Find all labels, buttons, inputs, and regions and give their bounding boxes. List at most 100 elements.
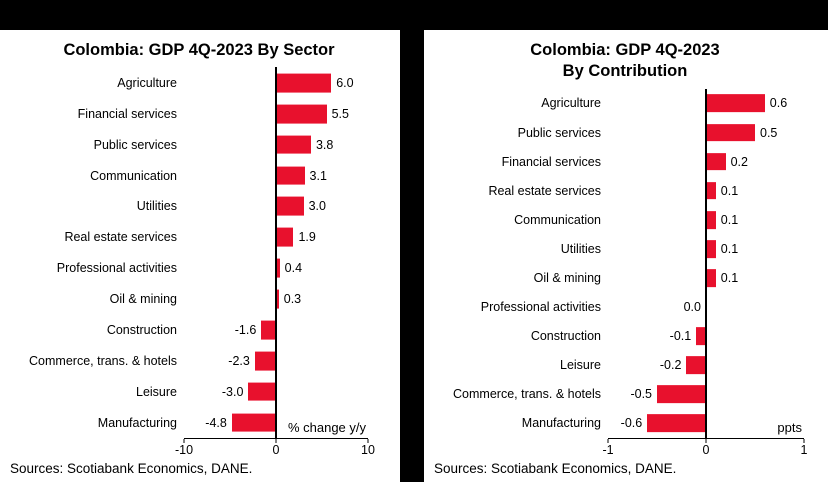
value-label: 0.1 <box>720 270 739 285</box>
source-note: Sources: Scotiabank Economics, DANE. <box>10 461 253 476</box>
bar-area: 3.0 <box>184 191 368 222</box>
bar-area: -1.6 <box>184 314 368 345</box>
axis-tick <box>705 439 707 443</box>
value-label: -4.8 <box>205 415 227 430</box>
value-label: -1.6 <box>234 322 257 337</box>
bar <box>276 196 304 216</box>
category-label: Manufacturing <box>97 415 177 430</box>
value-label: -0.5 <box>630 387 652 402</box>
bar-area: -2.3 <box>184 345 368 376</box>
chart-row: Communication 0.1 <box>432 205 818 234</box>
chart-row: Real estate services 0.1 <box>432 176 818 205</box>
category-label: Public services <box>93 137 177 152</box>
bar-area: -0.1 <box>608 322 804 351</box>
unit-label: ppts <box>777 420 802 435</box>
bar-area: 0.1 <box>608 234 804 263</box>
category-label: Oil & mining <box>533 270 601 285</box>
chart-row: Leisure -3.0 <box>8 376 390 407</box>
category-label: Commerce, trans. & hotels <box>29 353 177 368</box>
chart-row: Construction -1.6 <box>8 314 390 345</box>
bar-area: -0.6 <box>608 409 804 438</box>
value-label: 0.0 <box>683 300 701 315</box>
bar <box>696 327 706 346</box>
value-label: 0.3 <box>283 292 302 306</box>
chart-row: Financial services 5.5 <box>8 98 390 129</box>
bar <box>706 94 765 113</box>
category-label: Oil & mining <box>109 292 177 306</box>
category-label: Communication <box>514 212 601 227</box>
bar-area: 1.9 <box>184 222 368 253</box>
chart-row: Manufacturing -0.6 <box>432 409 818 438</box>
bar <box>276 258 280 278</box>
chart-panel-gdp-by-sector: Colombia: GDP 4Q-2023 By Sector Agricult… <box>0 30 400 482</box>
chart-row: Agriculture 0.6 <box>432 89 818 118</box>
value-label: -0.6 <box>620 416 643 431</box>
chart-row: Utilities 3.0 <box>8 191 390 222</box>
category-label: Utilities <box>560 241 601 256</box>
zero-axis-line <box>275 67 277 438</box>
axis-tick-label: 0 <box>702 443 710 457</box>
value-label: 5.5 <box>331 106 349 121</box>
chart-rows: Agriculture 6.0 Financial services 5.5 Publi… <box>8 67 390 438</box>
bar <box>276 289 279 309</box>
value-label: 0.1 <box>720 183 739 198</box>
chart-plot: Agriculture 6.0 Financial services 5.5 Publi… <box>8 67 390 458</box>
chart-row: Public services 0.5 <box>432 118 818 147</box>
bar <box>706 269 716 287</box>
bar <box>254 351 276 371</box>
x-axis: -10 0 10 <box>175 438 375 458</box>
bar-area: 0.4 <box>184 253 368 284</box>
bar <box>276 166 305 185</box>
bar <box>261 320 276 340</box>
bar <box>686 356 706 375</box>
axis-tick <box>803 439 805 443</box>
axis-tick-label: 0 <box>272 443 280 457</box>
category-label: Manufacturing <box>521 416 601 431</box>
value-label: -0.1 <box>669 329 692 344</box>
axis-tick-label: -10 <box>174 443 194 457</box>
chart-row: Agriculture 6.0 <box>8 67 390 98</box>
value-label: 0.6 <box>769 96 788 111</box>
value-label: 0.5 <box>760 125 778 140</box>
value-label: 0.1 <box>720 241 739 256</box>
chart-row: Commerce, trans. & hotels -0.5 <box>432 380 818 409</box>
bar-area: 0.2 <box>608 147 804 176</box>
value-label: 0.1 <box>720 212 739 227</box>
category-label: Commerce, trans. & hotels <box>453 387 601 402</box>
chart-row: Communication 3.1 <box>8 160 390 191</box>
chart-plot: Agriculture 0.6 Public services 0.5 Financia… <box>432 88 818 458</box>
bar-area: 0.0 <box>608 293 804 322</box>
bar-area: 0.1 <box>608 176 804 205</box>
category-label: Agriculture <box>541 96 601 111</box>
axis-tick <box>607 439 609 443</box>
value-label: 3.1 <box>309 168 327 183</box>
bar-area: -4.8 <box>184 407 368 438</box>
value-label: 3.0 <box>308 199 326 214</box>
bar-area: 3.8 <box>184 129 368 160</box>
bar <box>276 227 294 247</box>
source-note: Sources: Scotiabank Economics, DANE. <box>434 461 677 476</box>
chart-row: Oil & mining 0.3 <box>8 284 390 315</box>
category-label: Professional activities <box>56 261 177 276</box>
chart-row: Professional activities 0.0 <box>432 293 818 322</box>
bar <box>248 382 276 402</box>
axis-tick <box>367 439 369 443</box>
bar <box>706 123 755 142</box>
category-label: Communication <box>90 168 177 183</box>
bar-area: 3.1 <box>184 160 368 191</box>
unit-label: % change y/y <box>287 420 366 435</box>
category-label: Agriculture <box>117 75 177 90</box>
value-label: -3.0 <box>221 384 244 399</box>
chart-row: Professional activities 0.4 <box>8 253 390 284</box>
axis-tick-label: 1 <box>800 443 808 457</box>
value-label: 0.4 <box>284 261 303 276</box>
bar <box>706 181 716 200</box>
category-label: Professional activities <box>480 300 601 315</box>
bar <box>706 152 726 171</box>
value-label: -2.3 <box>228 353 250 368</box>
category-label: Construction <box>530 329 601 344</box>
chart-row: Real estate services 1.9 <box>8 222 390 253</box>
bar-area: -3.0 <box>184 376 368 407</box>
bar-area: 5.5 <box>184 98 368 129</box>
